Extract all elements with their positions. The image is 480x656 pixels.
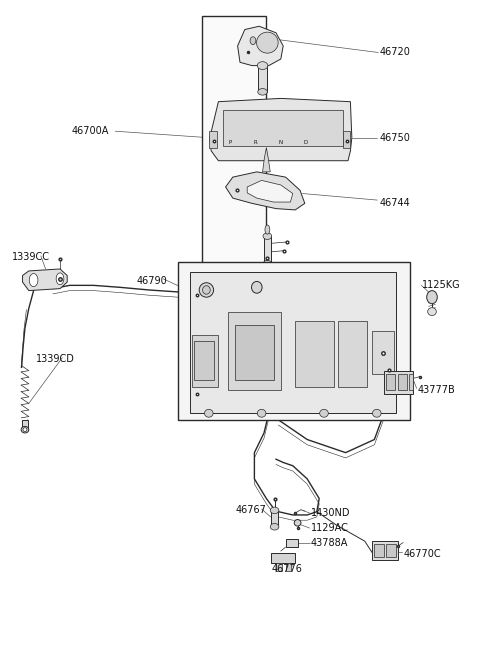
FancyBboxPatch shape — [386, 374, 395, 390]
Ellipse shape — [199, 283, 214, 297]
FancyBboxPatch shape — [192, 335, 218, 387]
Ellipse shape — [258, 89, 267, 95]
Ellipse shape — [23, 428, 27, 432]
FancyBboxPatch shape — [209, 131, 217, 148]
Text: 46720: 46720 — [379, 47, 410, 58]
FancyBboxPatch shape — [384, 371, 413, 394]
Text: 46776: 46776 — [271, 564, 302, 574]
FancyBboxPatch shape — [22, 420, 28, 430]
Ellipse shape — [263, 233, 272, 239]
Text: 46744: 46744 — [379, 198, 410, 209]
Polygon shape — [226, 172, 305, 210]
FancyBboxPatch shape — [228, 312, 281, 390]
FancyBboxPatch shape — [338, 321, 367, 387]
FancyBboxPatch shape — [409, 374, 413, 390]
FancyBboxPatch shape — [372, 541, 398, 560]
Ellipse shape — [203, 285, 210, 294]
Polygon shape — [23, 269, 67, 291]
Text: 1129AC: 1129AC — [311, 523, 349, 533]
FancyBboxPatch shape — [258, 66, 267, 92]
Text: 1339CD: 1339CD — [36, 354, 75, 365]
Ellipse shape — [21, 426, 29, 433]
FancyBboxPatch shape — [372, 331, 394, 374]
Ellipse shape — [252, 281, 262, 293]
FancyBboxPatch shape — [386, 544, 396, 557]
Ellipse shape — [257, 409, 266, 417]
FancyBboxPatch shape — [194, 341, 214, 380]
Ellipse shape — [372, 409, 381, 417]
Text: 46750: 46750 — [379, 133, 410, 143]
FancyBboxPatch shape — [271, 553, 295, 563]
Ellipse shape — [56, 273, 64, 285]
Text: D: D — [303, 140, 307, 145]
FancyBboxPatch shape — [286, 563, 291, 571]
Text: 1339CC: 1339CC — [12, 252, 50, 262]
FancyBboxPatch shape — [264, 236, 271, 264]
Text: 46790: 46790 — [137, 276, 168, 286]
Text: R: R — [253, 140, 257, 145]
FancyBboxPatch shape — [286, 539, 298, 547]
FancyBboxPatch shape — [398, 374, 407, 390]
Ellipse shape — [257, 62, 268, 70]
Ellipse shape — [263, 260, 272, 267]
Text: 46767: 46767 — [235, 505, 266, 516]
Text: 1430ND: 1430ND — [311, 508, 350, 518]
Text: N: N — [278, 140, 282, 145]
Ellipse shape — [265, 225, 270, 234]
FancyBboxPatch shape — [202, 16, 266, 266]
FancyBboxPatch shape — [374, 544, 384, 557]
Ellipse shape — [320, 409, 328, 417]
Ellipse shape — [29, 274, 38, 287]
Text: 1125KG: 1125KG — [422, 280, 461, 291]
Ellipse shape — [256, 32, 278, 53]
Ellipse shape — [428, 308, 436, 316]
Text: 43788A: 43788A — [311, 538, 348, 548]
FancyBboxPatch shape — [271, 510, 278, 527]
FancyBboxPatch shape — [178, 262, 410, 420]
Polygon shape — [238, 26, 283, 66]
FancyBboxPatch shape — [276, 563, 282, 571]
Ellipse shape — [250, 37, 256, 45]
FancyBboxPatch shape — [343, 131, 350, 148]
FancyBboxPatch shape — [223, 110, 343, 146]
Polygon shape — [247, 180, 293, 202]
Ellipse shape — [294, 520, 301, 526]
Text: 46770C: 46770C — [403, 549, 441, 560]
FancyBboxPatch shape — [235, 325, 274, 380]
FancyBboxPatch shape — [190, 272, 396, 413]
Text: 46700A: 46700A — [72, 126, 109, 136]
Ellipse shape — [204, 409, 213, 417]
Text: P: P — [229, 140, 232, 145]
Ellipse shape — [427, 291, 437, 304]
Ellipse shape — [270, 523, 279, 530]
Text: 43777B: 43777B — [418, 385, 456, 396]
Polygon shape — [263, 148, 270, 172]
Polygon shape — [210, 98, 352, 161]
FancyBboxPatch shape — [295, 321, 334, 387]
Ellipse shape — [270, 507, 279, 514]
